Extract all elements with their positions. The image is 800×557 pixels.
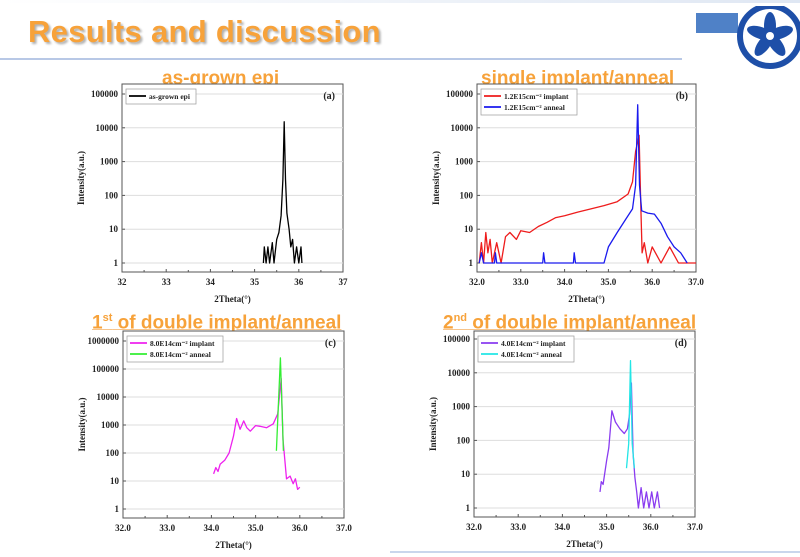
legend-label: 1.2E15cm⁻² implant — [504, 92, 569, 101]
panel-label: (a) — [323, 91, 335, 102]
y-tick-label: 1000 — [455, 157, 474, 167]
legend-label: 1.2E15cm⁻² anneal — [504, 103, 565, 112]
chart-panel-0: 1 10 100 1000 10000 100000 32 33 34 35 36 37 2Theta(… — [76, 83, 349, 304]
x-tick-label: 34 — [206, 277, 216, 287]
top-decoration — [0, 0, 800, 3]
x-tick-label: 36.0 — [644, 277, 660, 287]
series-line-1 — [478, 104, 688, 264]
panel-label: (b) — [676, 91, 688, 102]
y-tick-label: 1 — [466, 503, 471, 513]
series-line-1 — [275, 357, 285, 451]
y-tick-label: 10 — [109, 224, 119, 234]
institution-logo-icon — [737, 6, 800, 69]
y-tick-label: 10000 — [96, 123, 119, 133]
x-tick-label: 36.0 — [643, 522, 659, 532]
y-tick-label: 1 — [469, 258, 474, 268]
slide-title: Results and discussion — [28, 14, 381, 49]
y-tick-label: 100000 — [443, 334, 471, 344]
x-tick-label: 33.0 — [159, 523, 175, 533]
x-tick-label: 32 — [118, 277, 128, 287]
x-axis-label: 2Theta(°) — [566, 539, 603, 549]
y-tick-label: 10000 — [97, 392, 120, 402]
y-tick-label: 100 — [105, 190, 119, 200]
panel-c-heading-text: of double implant/anneal — [112, 312, 342, 334]
logo-bar — [696, 13, 738, 33]
panel-c-heading-prefix: 1 — [92, 312, 103, 334]
y-tick-label: 100000 — [446, 89, 474, 99]
panel-label: (d) — [675, 338, 687, 349]
header-divider — [0, 58, 682, 60]
panel-d-heading-prefix: 2 — [443, 312, 454, 334]
panel-d-heading-text: of double implant/anneal — [467, 312, 697, 334]
legend-box — [125, 88, 197, 105]
x-tick-label: 36.0 — [292, 523, 308, 533]
x-tick-label: 35.0 — [599, 522, 615, 532]
y-tick-label: 1000000 — [88, 336, 120, 346]
panel-c-heading-sup: st — [102, 312, 113, 324]
chart-panel-1: 1 10 100 1000 10000 100000 32.0 33.0 34.0 35.0 36.… — [431, 83, 704, 304]
chart-panel-3: 1 10 100 1000 10000 100000 32.0 33.0 34.0 35.0 36.… — [428, 330, 703, 549]
series-line-1 — [625, 359, 636, 469]
y-tick-label: 1000 — [452, 402, 471, 412]
panel-c-heading: 1st of double implant/anneal — [92, 312, 341, 334]
y-tick-label: 10 — [461, 469, 471, 479]
x-tick-label: 37 — [339, 277, 349, 287]
x-tick-label: 35.0 — [601, 277, 617, 287]
y-tick-label: 10000 — [451, 123, 474, 133]
panel-d-heading: 2nd of double implant/anneal — [443, 312, 696, 334]
x-tick-label: 35.0 — [248, 523, 264, 533]
legend-box — [126, 335, 224, 363]
x-tick-label: 36 — [294, 277, 304, 287]
panel-d-heading-sup: nd — [453, 312, 468, 324]
y-axis-label: Intensity(a.u.) — [77, 397, 87, 451]
legend-box — [480, 88, 578, 116]
legend-box — [477, 335, 575, 363]
x-tick-label: 32.0 — [115, 523, 131, 533]
y-tick-label: 100 — [457, 435, 471, 445]
x-tick-label: 35 — [250, 277, 260, 287]
plot-area — [121, 83, 344, 273]
y-tick-label: 100000 — [92, 364, 120, 374]
y-tick-label: 1 — [114, 258, 119, 268]
y-tick-label: 10000 — [448, 368, 471, 378]
y-axis-label: Intensity(a.u.) — [431, 151, 441, 205]
x-tick-label: 34.0 — [555, 522, 571, 532]
x-axis-label: 2Theta(°) — [214, 294, 251, 304]
panel-label: (c) — [325, 338, 336, 349]
chart-panel-2: 1 10 100 1000 10000 100000 1000000 32.0 33.0 34.0… — [77, 330, 352, 550]
x-tick-label: 34.0 — [204, 523, 220, 533]
y-tick-label: 1000 — [101, 420, 120, 430]
legend-label: 8.0E14cm⁻² implant — [150, 339, 215, 348]
x-tick-label: 33.0 — [513, 277, 529, 287]
legend-label: as-grown epi — [149, 92, 190, 101]
series-line-0 — [478, 134, 696, 264]
y-tick-label: 1 — [115, 504, 120, 514]
x-axis-label: 2Theta(°) — [215, 540, 252, 550]
x-tick-label: 32.0 — [469, 277, 485, 287]
x-tick-label: 37.0 — [688, 277, 704, 287]
x-tick-label: 33 — [162, 277, 172, 287]
y-tick-label: 100 — [106, 448, 120, 458]
series-line-0 — [212, 378, 301, 491]
footer-divider — [390, 551, 800, 553]
legend-label: 4.0E14cm⁻² anneal — [501, 350, 562, 359]
y-axis-label: Intensity(a.u.) — [428, 397, 438, 451]
series-line-0 — [262, 121, 303, 264]
y-tick-label: 10 — [110, 476, 120, 486]
y-tick-label: 10 — [464, 224, 474, 234]
x-axis-label: 2Theta(°) — [568, 294, 605, 304]
y-tick-label: 100000 — [91, 89, 119, 99]
x-tick-label: 34.0 — [557, 277, 573, 287]
x-tick-label: 37.0 — [687, 522, 703, 532]
y-tick-label: 100 — [460, 190, 474, 200]
x-tick-label: 33.0 — [510, 522, 526, 532]
x-tick-label: 32.0 — [466, 522, 482, 532]
legend-label: 4.0E14cm⁻² implant — [501, 339, 566, 348]
y-tick-label: 1000 — [100, 157, 119, 167]
x-tick-label: 37.0 — [336, 523, 352, 533]
y-axis-label: Intensity(a.u.) — [76, 151, 86, 205]
legend-label: 8.0E14cm⁻² anneal — [150, 350, 211, 359]
